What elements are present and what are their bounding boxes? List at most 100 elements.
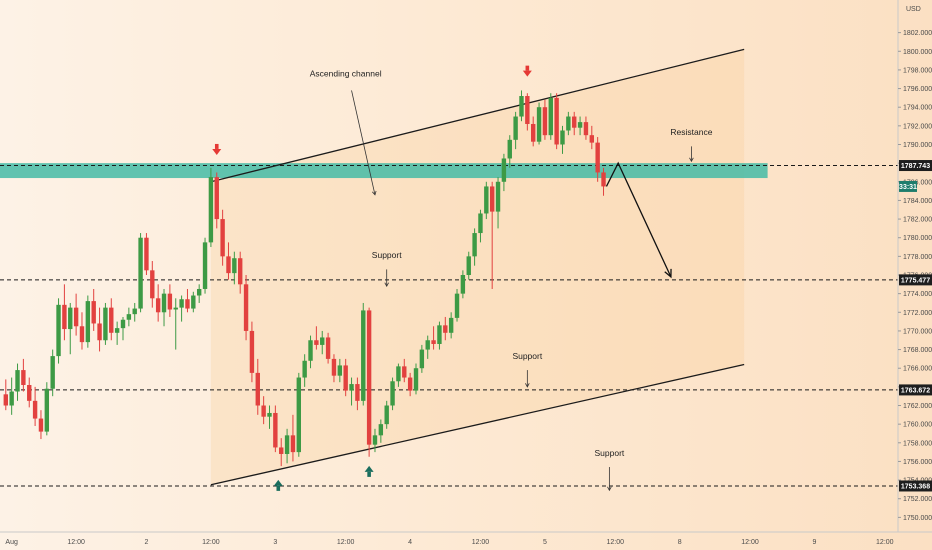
annotation-pointer-head-4	[607, 486, 612, 492]
candle-body	[308, 340, 313, 361]
price-tick-label: 1772.000	[903, 310, 932, 317]
price-tick-label: 1768.000	[903, 347, 932, 354]
candle-body	[525, 96, 530, 124]
candle-body	[495, 181, 501, 212]
candle-body	[577, 122, 583, 128]
candle-body	[185, 299, 190, 309]
price-tick-label: 1780.000	[903, 235, 932, 242]
candle-body	[114, 328, 120, 333]
candle-body	[97, 323, 102, 341]
time-axis[interactable]: Aug 12:00 2 12:00 3 12:00 4 12:00 5 12:00 8 12:00 9 1…	[5, 539, 893, 546]
candle-body	[431, 340, 436, 344]
candle-body	[601, 172, 606, 187]
price-tick-label: 1766.000	[903, 366, 932, 373]
candle-body	[220, 219, 225, 257]
candle-body	[150, 270, 155, 299]
annotation-pointer-head-3	[525, 383, 530, 388]
time-tick-label: 12:00	[337, 539, 355, 546]
price-tick-label: 1800.000	[903, 49, 932, 56]
candle-body	[443, 325, 448, 333]
time-tick-label: Aug	[5, 539, 18, 546]
annotation-label-4: Support	[594, 448, 624, 458]
candle-body	[378, 424, 384, 436]
channel-lower-line	[210, 363, 745, 486]
currency-label: USD	[906, 6, 921, 13]
price-tick-label: 1756.000	[903, 459, 932, 466]
candle-body	[396, 366, 401, 382]
level-tag-label-3: 1753.368	[901, 483, 930, 490]
price-tick-label: 1762.000	[903, 403, 932, 410]
time-tick-label: 2	[144, 539, 148, 546]
candle-body	[413, 368, 419, 391]
annotation-pointer-head-2	[689, 157, 694, 163]
time-tick-label: 8	[678, 539, 682, 546]
candle-body	[50, 356, 55, 389]
candle-body	[62, 304, 67, 330]
resistance-zone	[0, 163, 768, 179]
candle-body	[296, 377, 301, 453]
time-tick-label: 4	[408, 539, 412, 546]
annotation-pointer-0	[351, 90, 376, 195]
level-tag-label-1: 1775.477	[901, 277, 930, 284]
candle-body	[191, 295, 196, 309]
time-tick-label: 5	[543, 539, 547, 546]
candle-body	[513, 116, 518, 140]
level-tag-label-2: 1763.672	[901, 387, 930, 394]
candle-body	[44, 388, 50, 432]
candle-body	[548, 97, 553, 136]
candle-body	[560, 130, 565, 145]
candle-body	[331, 358, 337, 376]
candle-body	[91, 301, 96, 324]
candle-body	[214, 177, 219, 220]
time-tick-label: 12:00	[67, 539, 85, 546]
level-tag-2	[899, 384, 932, 396]
candle-body	[302, 360, 307, 378]
price-tags: 1787.743 1775.477 1763.672 1753.368 33:31	[899, 160, 932, 492]
candle-body	[402, 366, 407, 378]
candles	[3, 90, 606, 467]
signal-markers	[212, 65, 532, 491]
annotation-pointer-head-0	[372, 190, 377, 196]
candle-body	[489, 186, 495, 212]
price-tick-label: 1778.000	[903, 254, 932, 261]
candle-body	[419, 349, 425, 369]
candle-body	[314, 340, 319, 345]
price-tick-label: 1794.000	[903, 105, 932, 112]
level-tag-0	[899, 160, 932, 172]
projection-path	[605, 161, 672, 279]
time-tick-label: 9	[813, 539, 817, 546]
candle-body	[32, 400, 38, 419]
candle-body	[425, 340, 430, 350]
candle-body	[407, 377, 413, 391]
candle-body	[472, 233, 477, 257]
candle-body	[238, 258, 243, 285]
level-tag-3	[899, 480, 932, 492]
candle-body	[460, 275, 466, 294]
candle-body	[79, 326, 85, 343]
candle-body	[478, 213, 483, 234]
candle-body	[325, 337, 331, 359]
price-tick-label: 1790.000	[903, 142, 932, 149]
candle-body	[9, 391, 14, 406]
candle-body	[196, 288, 202, 296]
time-tick-label: 12:00	[741, 539, 759, 546]
candle-body	[261, 405, 266, 417]
candle-body	[255, 372, 260, 406]
up-arrow-stem-0	[276, 485, 281, 491]
candle-body	[437, 325, 442, 344]
time-tick-label: 12:00	[876, 539, 894, 546]
candle-body	[103, 307, 108, 341]
level-tag-label-0: 1787.743	[901, 163, 930, 170]
candle-body	[120, 319, 126, 329]
price-tick-label: 1798.000	[903, 67, 932, 74]
candle-body	[448, 317, 454, 333]
candle-body	[155, 298, 161, 313]
price-tick-label: 1792.000	[903, 123, 932, 130]
candle-body	[21, 370, 26, 385]
price-tick-label: 1796.000	[903, 86, 932, 93]
channel-upper-line	[210, 48, 745, 183]
candle-body	[284, 435, 290, 454]
candle-body	[519, 96, 524, 117]
candle-body	[349, 384, 354, 391]
